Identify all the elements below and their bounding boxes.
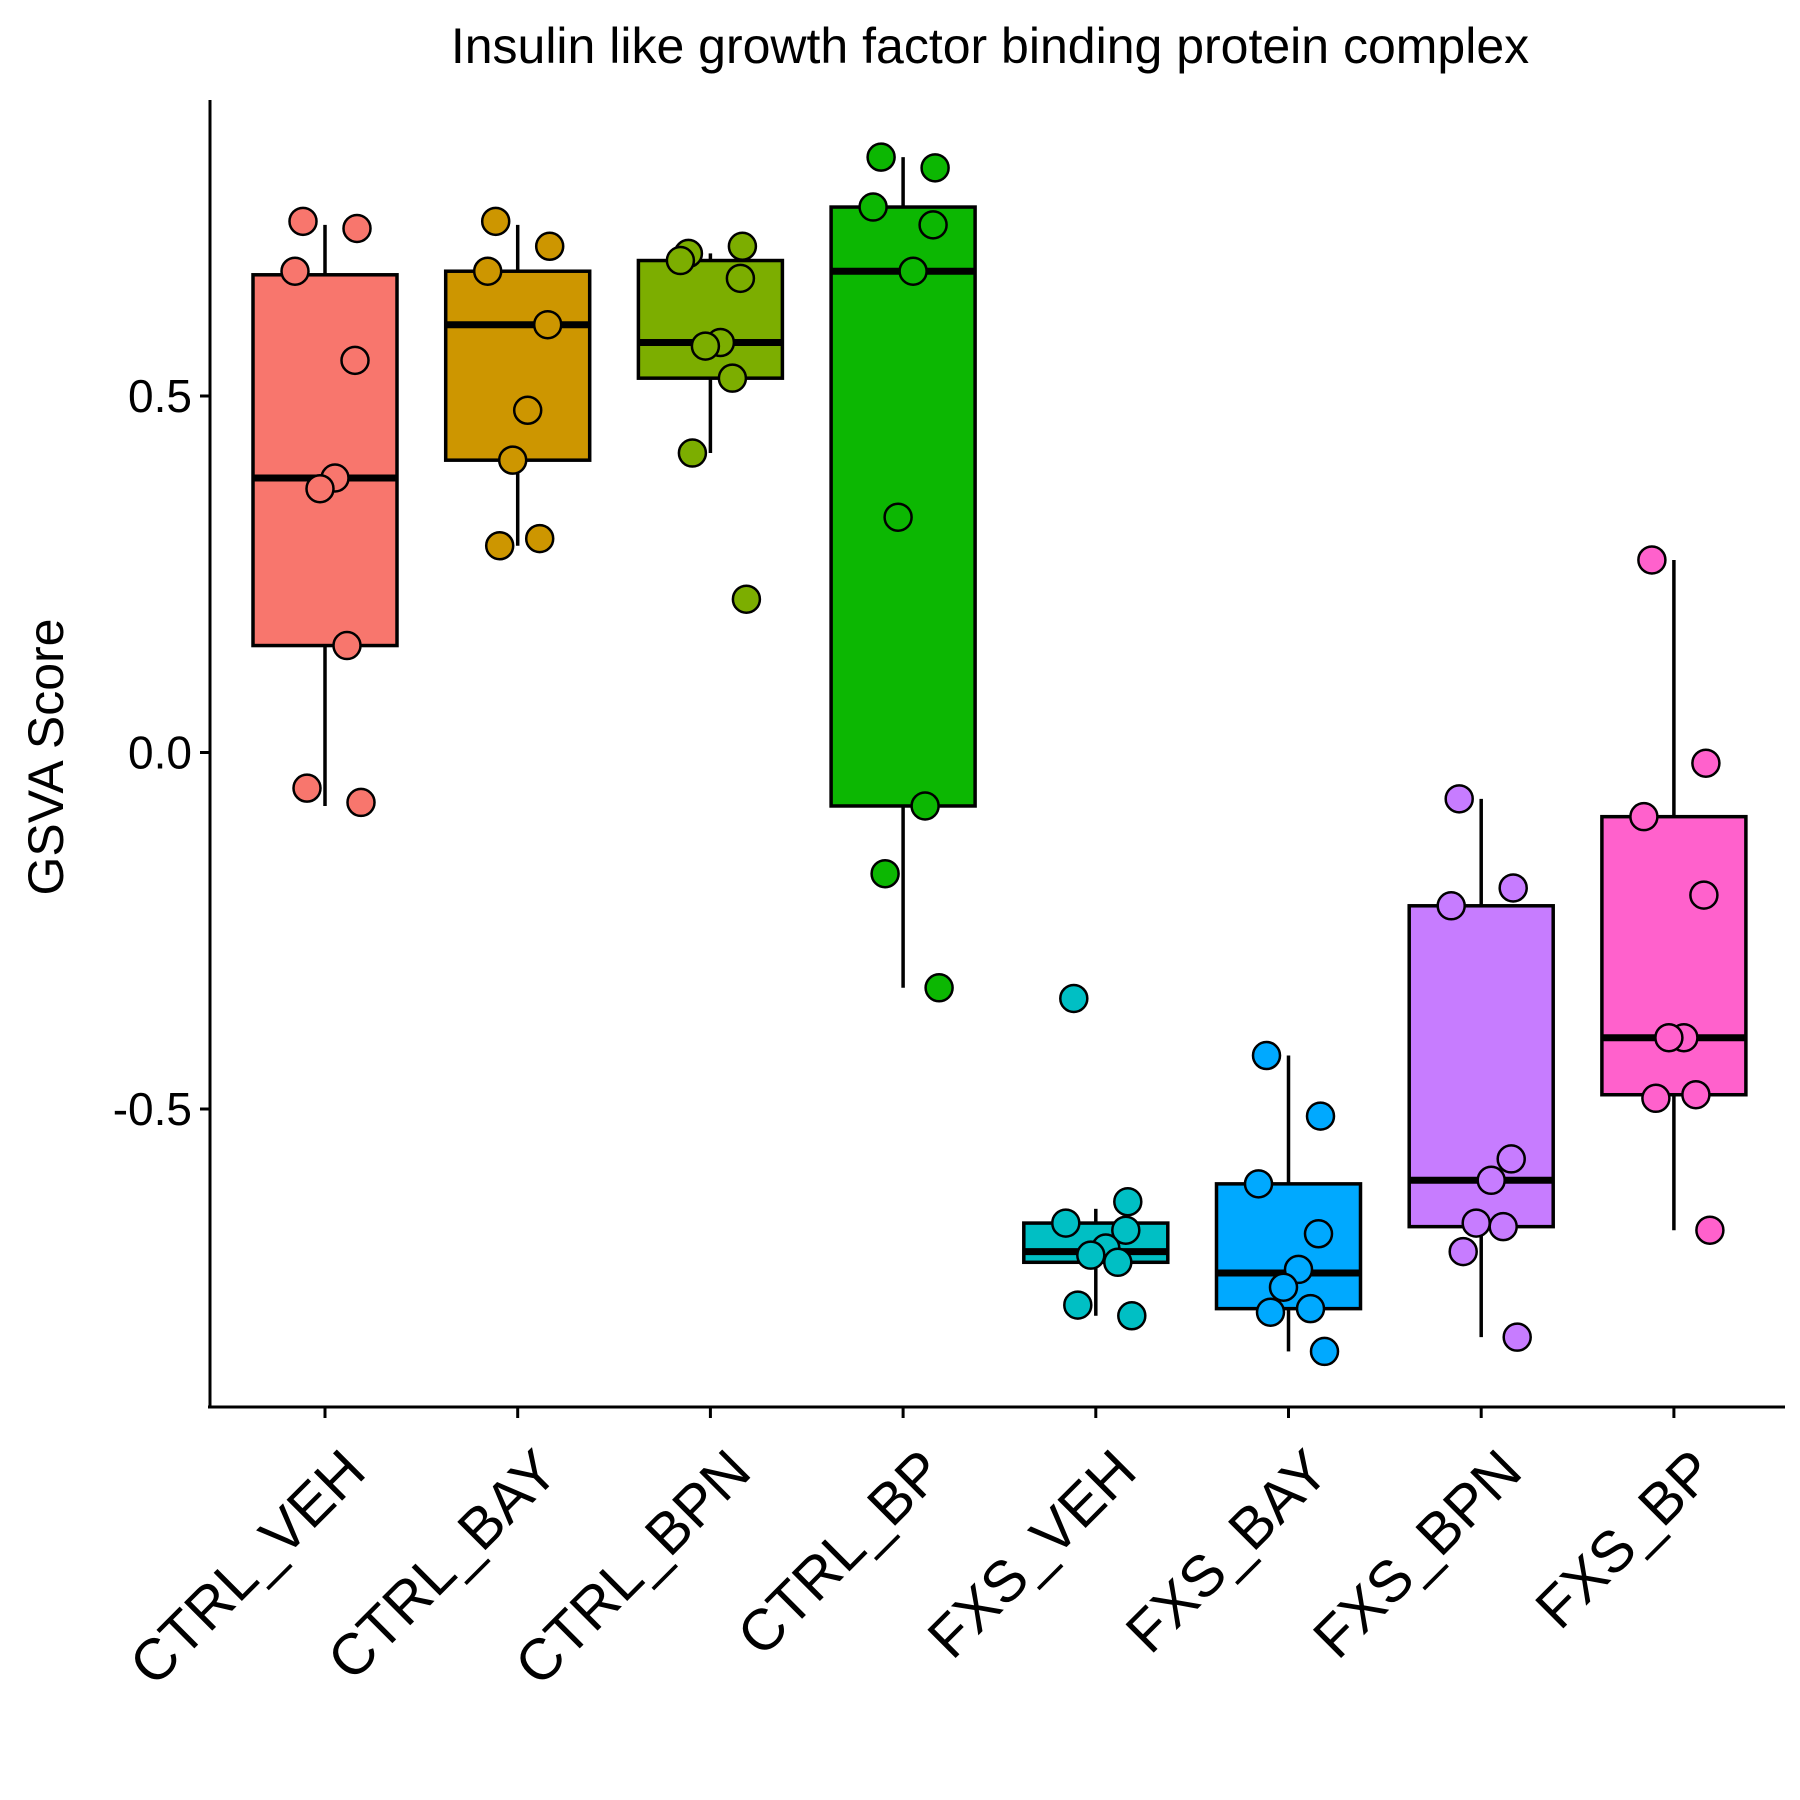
data-point (342, 213, 372, 244)
box-group-fxs-bpn (1407, 784, 1555, 1352)
data-point (883, 502, 913, 532)
data-point (1444, 784, 1474, 814)
chart-title: Insulin like growth factor binding prote… (451, 18, 1529, 74)
data-point (870, 858, 900, 889)
data-point (340, 345, 370, 376)
data-point (866, 142, 896, 172)
box-group-ctrl-bay (443, 206, 592, 561)
data-point (1309, 1336, 1340, 1367)
box (1600, 814, 1748, 1097)
box-group-ctrl-veh (251, 206, 399, 818)
data-point (1117, 1301, 1147, 1331)
data-point (480, 206, 511, 237)
data-point (1303, 1219, 1334, 1249)
data-point (727, 231, 758, 262)
data-point (280, 256, 310, 286)
y-tick-label: -0.5 (113, 1083, 192, 1135)
box-group-ctrl-bpn (636, 231, 785, 614)
data-point (1251, 1040, 1282, 1071)
data-point (1103, 1247, 1133, 1278)
data-point (532, 309, 563, 340)
data-point (677, 438, 708, 468)
x-tick-label: FXS_VEH (916, 1438, 1149, 1671)
x-tick-label: FXS_BP (1523, 1438, 1726, 1641)
data-point (920, 153, 950, 183)
y-tick-label: 0.0 (128, 727, 192, 779)
y-tick-label: 0.5 (128, 370, 192, 422)
data-point (1063, 1290, 1093, 1320)
data-point (665, 245, 696, 276)
data-point (898, 256, 928, 286)
y-axis-label: GSVA Score (18, 619, 74, 896)
data-point (1461, 1208, 1491, 1238)
data-point (472, 256, 503, 286)
data-point (731, 584, 762, 614)
data-point (924, 973, 954, 1003)
data-point (484, 530, 515, 561)
x-tick-label: CTRL_BP (725, 1438, 956, 1669)
data-point (1255, 1297, 1286, 1327)
x-tick-label: FXS_BPN (1301, 1438, 1534, 1671)
data-point (1695, 1215, 1725, 1245)
data-point (1689, 880, 1719, 910)
data-point (1111, 1215, 1141, 1245)
plot-area (251, 142, 1748, 1367)
data-point (717, 363, 748, 393)
box-group-ctrl-bp (829, 142, 977, 1003)
data-point (1243, 1169, 1274, 1199)
box-group-fxs-bp (1600, 545, 1748, 1245)
data-point (1681, 1079, 1711, 1110)
box-group-fxs-veh (1022, 983, 1170, 1331)
data-point (292, 773, 322, 803)
data-point (524, 523, 555, 554)
data-point (1448, 1236, 1478, 1267)
data-point (305, 473, 335, 504)
data-point (288, 206, 318, 237)
data-point (1113, 1186, 1143, 1217)
data-point (497, 445, 528, 475)
data-point (1076, 1240, 1106, 1270)
data-point (1051, 1208, 1081, 1238)
box-group-fxs-bay (1214, 1040, 1363, 1367)
data-point (725, 263, 756, 294)
data-point (534, 231, 565, 262)
data-point (1498, 873, 1528, 903)
data-point (1295, 1293, 1326, 1324)
data-point (332, 630, 362, 661)
data-point (1488, 1211, 1518, 1242)
data-point (1496, 1144, 1526, 1174)
data-point (1691, 748, 1721, 778)
data-point (1436, 891, 1466, 921)
box (1214, 1182, 1363, 1311)
data-point (858, 192, 888, 222)
data-point (918, 210, 948, 240)
data-point (1268, 1272, 1299, 1302)
data-point (910, 791, 940, 821)
box (636, 258, 785, 380)
box (443, 269, 592, 462)
data-point (1629, 801, 1659, 832)
data-point (512, 395, 543, 426)
data-point (1502, 1322, 1532, 1352)
box (251, 273, 399, 648)
data-point (1654, 1022, 1684, 1053)
data-point (690, 331, 721, 361)
data-point (1637, 545, 1667, 575)
data-point (1305, 1101, 1336, 1131)
data-point (346, 787, 376, 818)
data-point (1476, 1165, 1506, 1196)
data-point (1059, 983, 1089, 1014)
data-point (1641, 1083, 1671, 1114)
